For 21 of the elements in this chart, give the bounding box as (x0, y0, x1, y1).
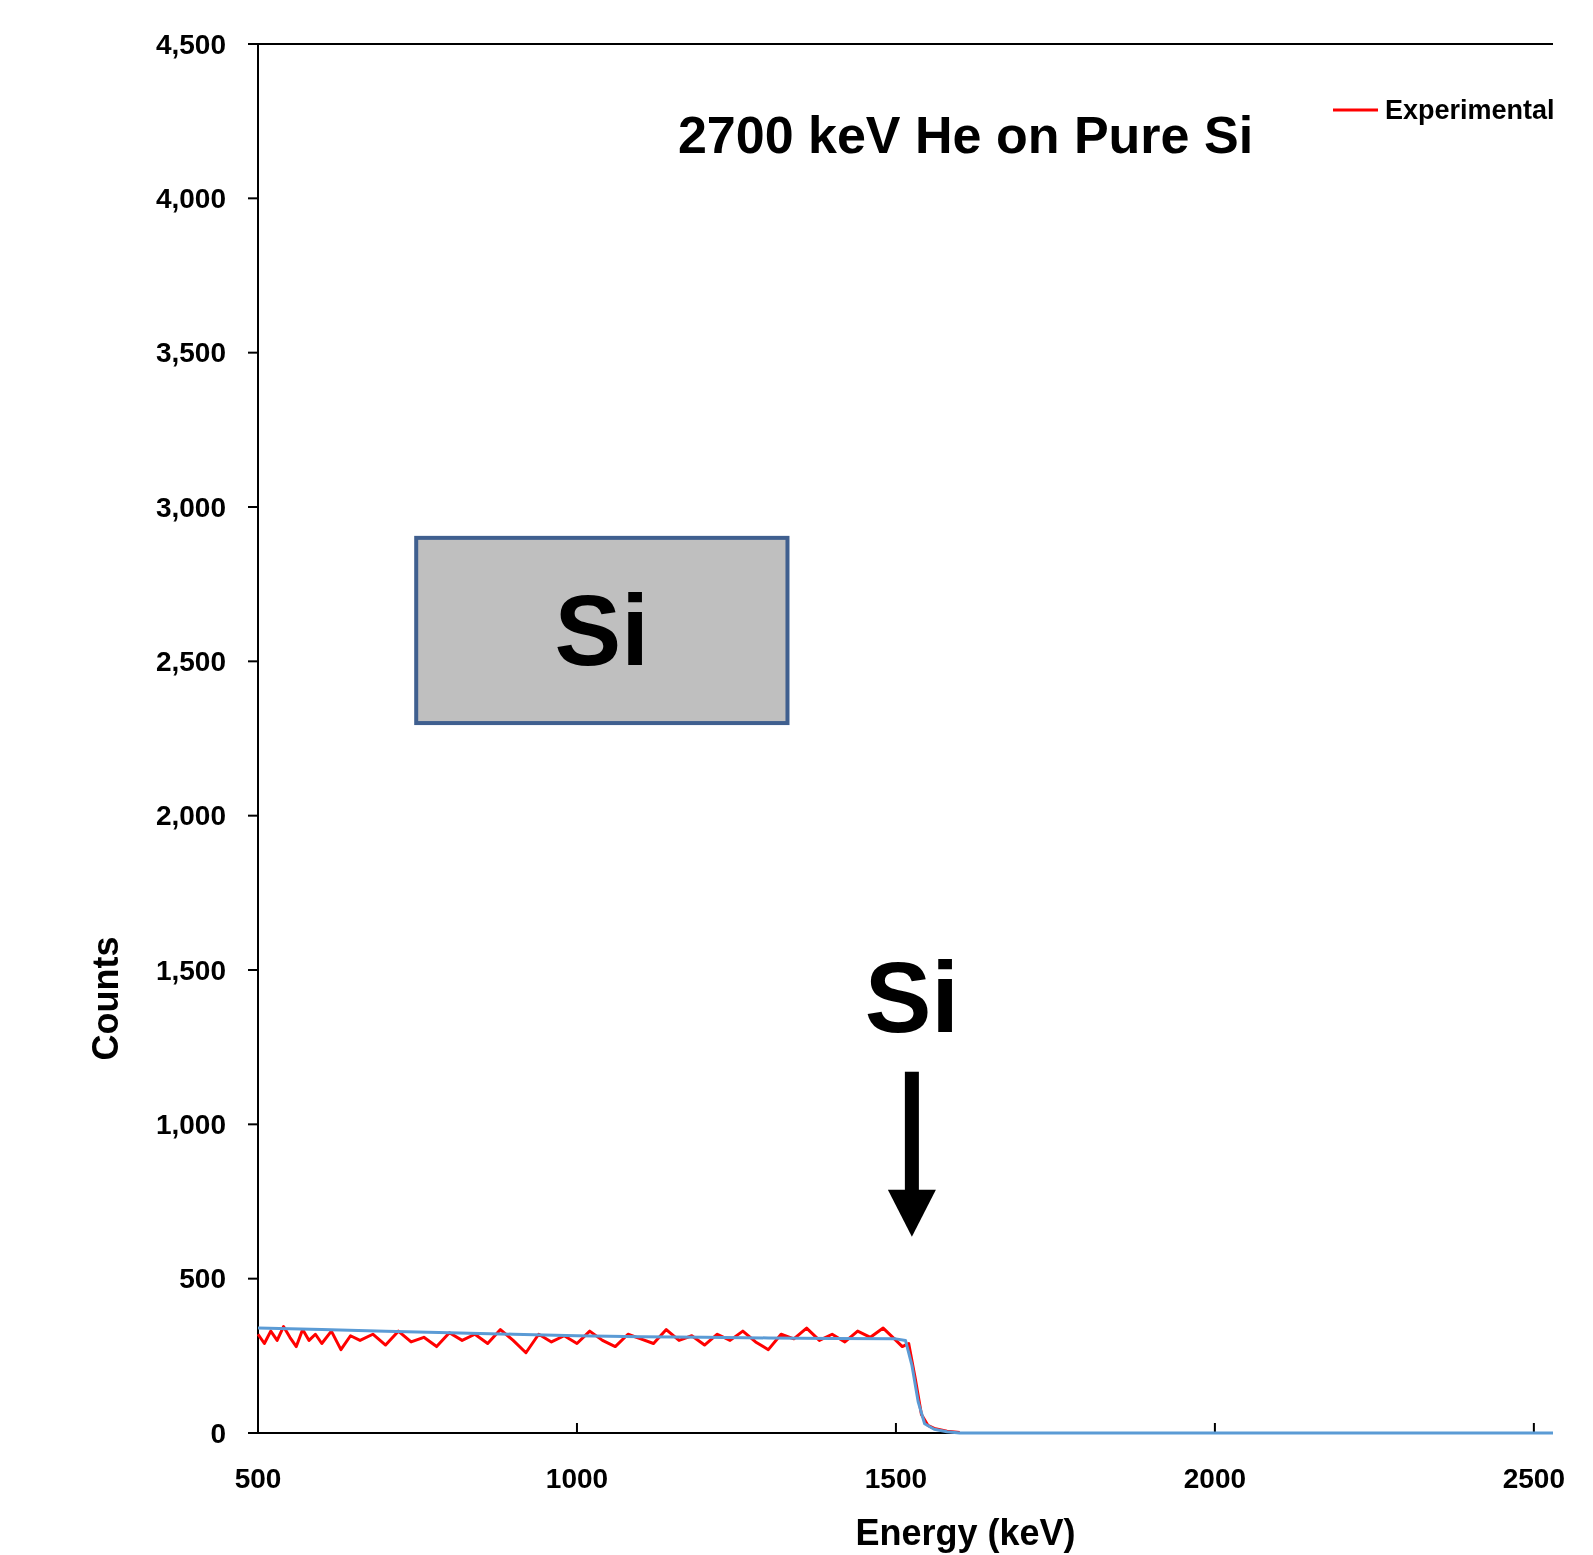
annotation: Si (864, 940, 960, 1053)
y-axis-title: Counts (85, 936, 126, 1061)
x-tick-label: 1000 (545, 1463, 609, 1494)
annotation: Si (554, 574, 650, 687)
x-axis-title: Energy (keV) (855, 1512, 1076, 1553)
y-tick-label: 1,000 (155, 1109, 226, 1141)
x-tick-label: 2500 (1502, 1463, 1566, 1494)
x-tick-label: 2000 (1183, 1463, 1247, 1494)
legend-label: Experimental (1385, 95, 1555, 126)
y-tick-label: 4,000 (155, 183, 226, 215)
x-tick-label: 1500 (864, 1463, 928, 1494)
x-tick-label: 500 (234, 1463, 282, 1494)
y-tick-label: 2,500 (155, 646, 226, 678)
y-tick-label: 0 (210, 1417, 226, 1449)
y-tick-label: 3,500 (155, 337, 226, 369)
y-tick-label: 1,500 (155, 954, 226, 986)
y-tick-label: 4,500 (155, 28, 226, 60)
y-tick-label: 2,000 (155, 800, 226, 832)
y-tick-label: 500 (179, 1263, 226, 1295)
y-tick-label: 3,000 (155, 491, 226, 523)
text: 2700 keV He on Pure Si (677, 106, 1254, 164)
